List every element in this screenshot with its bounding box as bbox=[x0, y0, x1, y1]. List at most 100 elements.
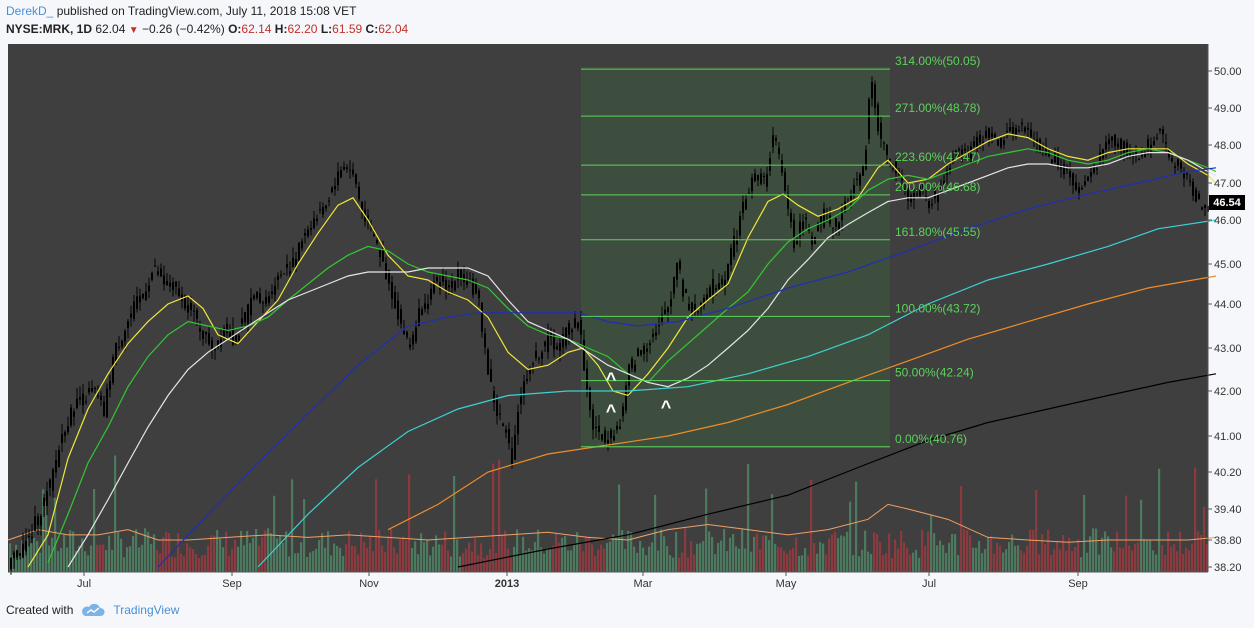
caret-up-icon: ^ bbox=[606, 369, 617, 389]
candle-body bbox=[640, 350, 642, 355]
candle-body bbox=[703, 297, 705, 306]
volume-bar bbox=[834, 531, 837, 572]
volume-bar bbox=[984, 549, 987, 572]
volume-bar bbox=[687, 557, 690, 572]
candle-body bbox=[163, 275, 165, 285]
volume-bar bbox=[777, 546, 780, 572]
tradingview-brand-link[interactable]: TradingView bbox=[113, 603, 180, 617]
author-link[interactable]: DerekD_ bbox=[6, 4, 54, 18]
price-change: −0.26 (−0.42%) bbox=[141, 22, 225, 36]
volume-bar bbox=[585, 537, 588, 572]
volume-bar bbox=[600, 544, 603, 572]
volume-bar bbox=[1149, 539, 1152, 572]
candle-body bbox=[307, 229, 309, 237]
volume-bar bbox=[372, 551, 375, 572]
volume-bar bbox=[837, 538, 840, 572]
candle-body bbox=[1171, 158, 1173, 162]
volume-bar bbox=[153, 534, 156, 572]
candle-body bbox=[466, 278, 468, 285]
candle-body bbox=[1063, 163, 1065, 175]
candle-body bbox=[1087, 176, 1089, 181]
time-axis[interactable]: Jul Sep Nov 2013 Mar May Jul Sep bbox=[77, 572, 1088, 590]
volume-bar bbox=[240, 530, 243, 572]
candle-body bbox=[322, 207, 324, 215]
candle-body bbox=[997, 139, 999, 146]
volume-bar bbox=[534, 542, 537, 572]
candle-body bbox=[670, 299, 672, 307]
volume-bar bbox=[12, 554, 15, 572]
candle-body bbox=[691, 302, 693, 314]
volume-bar bbox=[939, 540, 942, 572]
volume-bar bbox=[465, 548, 468, 572]
candle-body bbox=[256, 291, 258, 299]
volume-bar bbox=[552, 545, 555, 572]
volume-bar bbox=[804, 548, 807, 572]
volume-bar bbox=[315, 548, 318, 572]
volume-bar bbox=[1059, 549, 1062, 572]
volume-bar bbox=[246, 531, 249, 572]
candle-body bbox=[145, 291, 147, 300]
volume-bar bbox=[210, 535, 213, 572]
moving-average-line bbox=[157, 167, 1217, 568]
volume-bar bbox=[174, 557, 177, 572]
candle-body bbox=[1150, 144, 1152, 150]
volume-bar bbox=[108, 535, 111, 572]
candle-body bbox=[634, 364, 636, 371]
candle-body bbox=[265, 297, 267, 304]
candle-body bbox=[871, 82, 873, 99]
volume-bar bbox=[99, 544, 102, 572]
volume-bar bbox=[558, 542, 561, 572]
candle-body bbox=[853, 185, 855, 193]
candle-body bbox=[592, 409, 594, 430]
candle-body bbox=[784, 171, 786, 192]
candle-body bbox=[901, 178, 903, 181]
price-axis[interactable]: 50.00 49.00 48.00 47.00 46.00 45.00 44.00 43.00… bbox=[1208, 66, 1242, 574]
fibonacci-zone[interactable] bbox=[581, 67, 890, 448]
candle-body bbox=[205, 331, 207, 335]
candle-body bbox=[499, 413, 501, 415]
volume-bar bbox=[618, 484, 621, 572]
candle-body bbox=[892, 167, 894, 169]
fib-level-label: 50.00%(42.24) bbox=[895, 366, 974, 380]
candle-body bbox=[418, 308, 420, 326]
volume-bar bbox=[1023, 552, 1026, 572]
candle-body bbox=[601, 434, 603, 440]
candle-body bbox=[811, 236, 813, 245]
candle-body bbox=[325, 205, 327, 209]
candle-body bbox=[646, 348, 648, 352]
volume-bar bbox=[255, 528, 258, 572]
candle-body bbox=[37, 516, 39, 526]
candle-body bbox=[247, 304, 249, 324]
fib-level-label: 271.00%(48.78) bbox=[895, 101, 980, 115]
volume-bar bbox=[474, 538, 477, 572]
candle-body bbox=[442, 275, 444, 282]
candle-body bbox=[115, 342, 117, 362]
volume-bar bbox=[747, 463, 750, 572]
volume-bar bbox=[1167, 531, 1170, 572]
volume-bar bbox=[726, 551, 729, 572]
volume-bar bbox=[951, 533, 954, 572]
volume-bar bbox=[801, 555, 804, 572]
candle-body bbox=[532, 363, 534, 365]
volume-bar bbox=[1191, 543, 1194, 572]
candle-body bbox=[1018, 130, 1020, 132]
x-tick-label: Mar bbox=[634, 578, 653, 590]
volume-bar bbox=[915, 549, 918, 572]
volume-bar bbox=[555, 533, 558, 572]
candle-body bbox=[193, 310, 195, 312]
candle-body bbox=[766, 174, 768, 187]
candle-body bbox=[151, 272, 153, 280]
candle-body bbox=[859, 174, 861, 186]
candle-body bbox=[214, 348, 216, 351]
candle-body bbox=[277, 275, 279, 280]
volume-bar bbox=[1137, 542, 1140, 572]
volume-bar bbox=[408, 474, 411, 572]
candle-body bbox=[1147, 139, 1149, 148]
volume-bar bbox=[897, 548, 900, 572]
volume-bar bbox=[1158, 468, 1161, 572]
candle-body bbox=[415, 327, 417, 342]
volume-bar bbox=[816, 553, 819, 572]
volume-bar bbox=[1041, 534, 1044, 572]
volume-bar bbox=[873, 532, 876, 572]
